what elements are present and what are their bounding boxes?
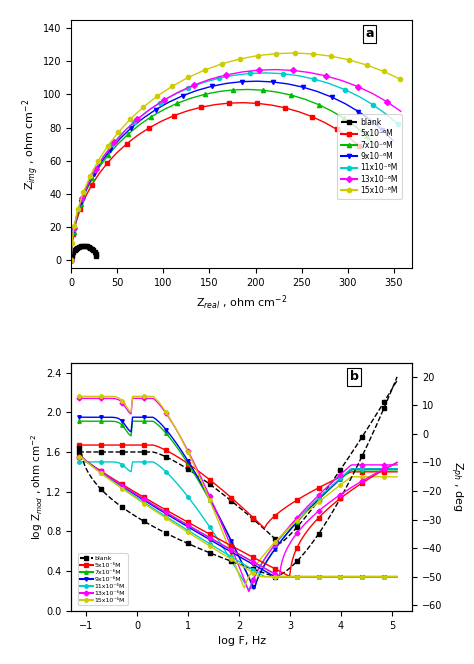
Y-axis label: Z$_{ph}$ , deg: Z$_{ph}$ , deg	[448, 461, 465, 512]
Text: b: b	[350, 370, 359, 383]
Y-axis label: log Z$_{mod}$ , ohm cm$^{-2}$: log Z$_{mod}$ , ohm cm$^{-2}$	[29, 434, 45, 540]
Text: a: a	[365, 27, 374, 41]
Legend: blank, 5x10⁻⁶M, 7x10⁻⁶M, 9x10⁻⁶M, 11x10⁻⁶M, 13x10⁻⁶M, 15x10⁻⁶M: blank, 5x10⁻⁶M, 7x10⁻⁶M, 9x10⁻⁶M, 11x10⁻…	[337, 114, 402, 199]
Y-axis label: Z$_{img}$ , ohm cm$^{-2}$: Z$_{img}$ , ohm cm$^{-2}$	[20, 98, 42, 190]
X-axis label: log F, Hz: log F, Hz	[218, 636, 266, 646]
X-axis label: Z$_{real}$ , ohm cm$^{-2}$: Z$_{real}$ , ohm cm$^{-2}$	[196, 293, 288, 312]
Legend: blank, 5x10⁻⁶M, 7x10⁻⁶M, 9x10⁻⁶M, 11x10⁻⁶M, 13x10⁻⁶M, 15x10⁻⁶M: blank, 5x10⁻⁶M, 7x10⁻⁶M, 9x10⁻⁶M, 11x10⁻…	[78, 553, 128, 606]
